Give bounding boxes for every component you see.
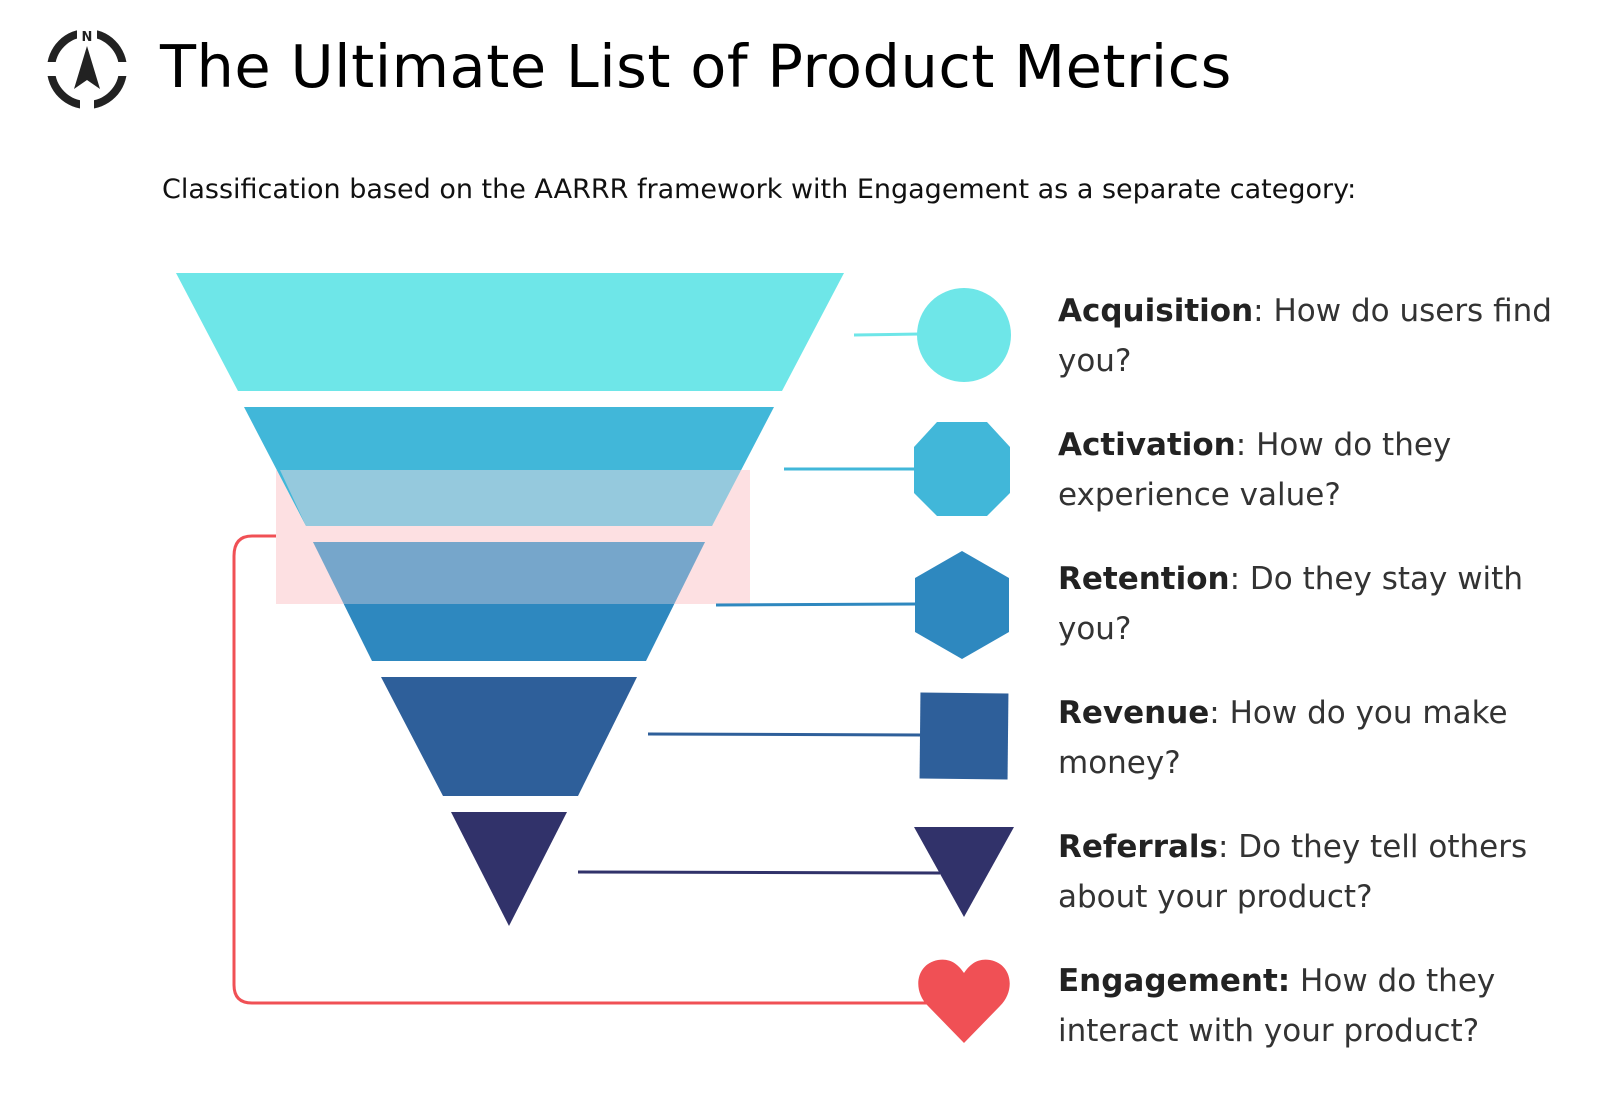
stage-separator: :: [1253, 293, 1264, 329]
stage-separator: :: [1229, 561, 1241, 597]
funnel-tier-referrals: [451, 812, 567, 926]
stage-label-revenue: Revenue: How do you make money?: [1058, 688, 1598, 788]
stage-term: Activation: [1058, 427, 1236, 463]
activation-octagon-icon: [914, 422, 1010, 516]
stage-term: Engagement:: [1058, 963, 1291, 999]
retention-overlay: [313, 542, 705, 604]
stage-question: How do you make money?: [1058, 695, 1508, 781]
stage-term: Revenue: [1058, 695, 1210, 731]
stage-label-referrals: Referrals: Do they tell others about you…: [1058, 822, 1598, 922]
stage-label-retention: Retention: Do they stay with you?: [1058, 554, 1598, 654]
stage-separator: :: [1235, 427, 1247, 463]
stage-question: Do they stay with you?: [1058, 561, 1523, 647]
activation-overlay: [280, 470, 744, 526]
compass-letter: N: [82, 30, 93, 45]
funnel-tier-revenue: [381, 677, 637, 796]
revenue-connector-line: [647, 732, 923, 737]
stage-question: How do they experience value?: [1058, 427, 1452, 513]
stage-label-acquisition: Acquisition: How do users find you?: [1058, 286, 1598, 386]
funnel-tier-acquisition: [176, 273, 844, 391]
funnel-tier-activation: [244, 407, 774, 526]
page-title: The Ultimate List of Product Metrics: [160, 32, 1232, 101]
stage-question: How do users find you?: [1058, 293, 1552, 379]
acquisition-connector-line: [853, 332, 921, 337]
stage-term: Referrals: [1058, 829, 1218, 865]
stage-question: How do they interact with your product?: [1058, 963, 1496, 1049]
engagement-heart-icon: [918, 959, 1010, 1043]
subtitle: Classification based on the AARRR framew…: [162, 174, 1357, 205]
engagement-connector-line: [232, 534, 932, 1005]
revenue-square-icon: [919, 692, 1009, 780]
acquisition-circle-icon: [917, 288, 1011, 382]
stage-separator: :: [1217, 829, 1229, 865]
stage-term: Acquisition: [1058, 293, 1254, 329]
referrals-connector-line: [577, 870, 941, 875]
stage-term: Retention: [1058, 561, 1230, 597]
compass-icon: N: [45, 27, 129, 112]
retention-hexagon-icon: [915, 551, 1009, 659]
stage-label-activation: Activation: How do they experience value…: [1058, 420, 1598, 520]
funnel-tier-retention: [313, 542, 705, 661]
stage-separator: :: [1209, 695, 1220, 731]
retention-connector-line: [715, 602, 919, 607]
stage-question: Do they tell others about your product?: [1058, 829, 1528, 915]
stage-label-engagement: Engagement: How do they interact with yo…: [1058, 956, 1598, 1056]
referrals-triangle-icon: [914, 827, 1014, 917]
